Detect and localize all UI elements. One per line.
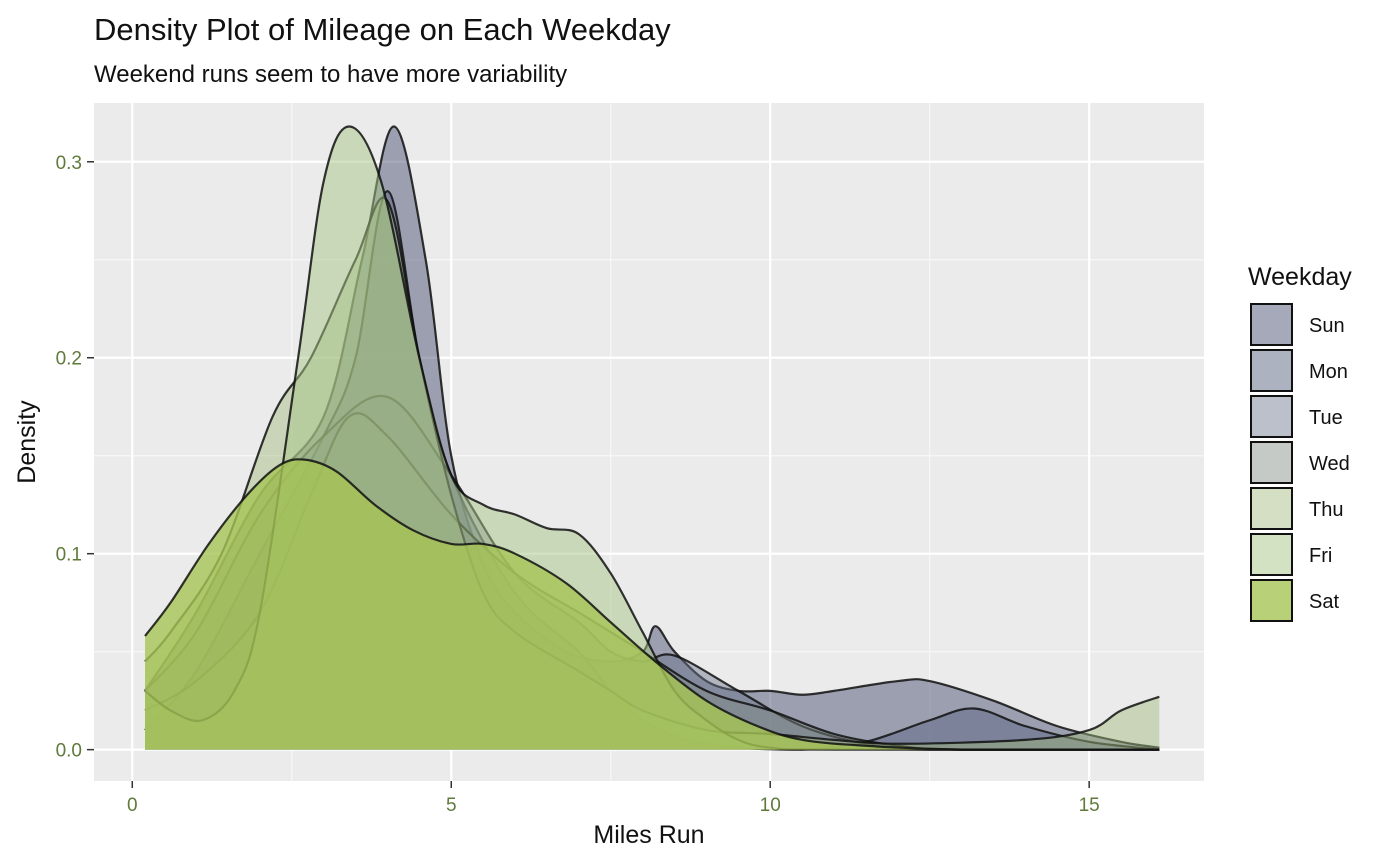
legend-label-sat: Sat — [1309, 591, 1339, 613]
chart-title: Density Plot of Mileage on Each Weekday — [94, 12, 671, 47]
y-tick-label: 0.1 — [56, 545, 82, 566]
x-tick-label: 0 — [127, 795, 138, 816]
x-tick-label: 5 — [446, 795, 457, 816]
legend-label-thu: Thu — [1309, 499, 1343, 521]
legend-label-fri: Fri — [1309, 545, 1332, 567]
axes: 0 5 10 15 0.0 0.1 0.2 0.3 — [56, 153, 1100, 816]
legend: Weekday Sun Mon Tue Wed Thu Fri Sat — [1248, 263, 1352, 622]
legend-swatch-fri — [1250, 533, 1293, 576]
x-tick-label: 15 — [1079, 795, 1100, 816]
legend-swatch-sat — [1250, 579, 1293, 622]
legend-label-mon: Mon — [1309, 361, 1348, 383]
density-line-sat — [144, 458, 1160, 751]
legend-swatch-tue — [1250, 395, 1293, 438]
legend-label-wed: Wed — [1309, 453, 1350, 475]
legend-items: Sun Mon Tue Wed Thu Fri Sat — [1250, 303, 1350, 622]
legend-swatch-mon — [1250, 349, 1293, 392]
x-axis-title: Miles Run — [593, 821, 704, 849]
legend-swatch-wed — [1250, 441, 1293, 484]
legend-label-tue: Tue — [1309, 407, 1343, 429]
y-tick-label: 0.2 — [56, 349, 82, 370]
density-areas — [144, 125, 1160, 751]
chart-subtitle: Weekend runs seem to have more variabili… — [94, 61, 567, 88]
legend-key-bg — [1250, 487, 1293, 530]
legend-title: Weekday — [1248, 263, 1352, 291]
legend-swatch-thu — [1250, 487, 1293, 530]
legend-key-bg — [1250, 395, 1293, 438]
legend-swatch-sun — [1250, 303, 1293, 346]
legend-label-sun: Sun — [1309, 315, 1345, 337]
y-tick-label: 0.3 — [56, 153, 82, 174]
density-area-sat — [145, 459, 1160, 750]
legend-key-bg — [1250, 441, 1293, 484]
y-axis-title: Density — [13, 400, 41, 484]
y-tick-label: 0.0 — [56, 741, 82, 762]
x-tick-label: 10 — [760, 795, 781, 816]
